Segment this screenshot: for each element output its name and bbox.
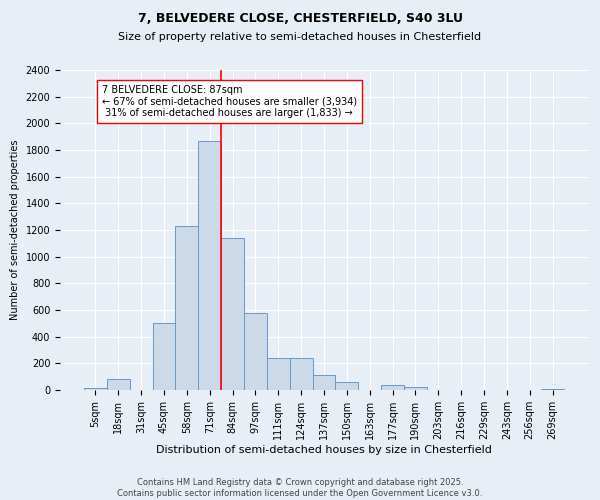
Bar: [84, 388, 107, 390]
Bar: [290, 358, 313, 390]
X-axis label: Distribution of semi-detached houses by size in Chesterfield: Distribution of semi-detached houses by …: [156, 444, 492, 454]
Bar: [152, 324, 175, 390]
Bar: [107, 380, 130, 390]
Bar: [541, 388, 564, 390]
Bar: [175, 226, 198, 390]
Y-axis label: Number of semi-detached properties: Number of semi-detached properties: [10, 140, 20, 320]
Bar: [244, 312, 267, 390]
Text: Size of property relative to semi-detached houses in Chesterfield: Size of property relative to semi-detach…: [118, 32, 482, 42]
Text: 7, BELVEDERE CLOSE, CHESTERFIELD, S40 3LU: 7, BELVEDERE CLOSE, CHESTERFIELD, S40 3L…: [137, 12, 463, 26]
Bar: [267, 358, 290, 390]
Bar: [313, 376, 335, 390]
Bar: [381, 384, 404, 390]
Text: 7 BELVEDERE CLOSE: 87sqm
← 67% of semi-detached houses are smaller (3,934)
 31% : 7 BELVEDERE CLOSE: 87sqm ← 67% of semi-d…: [102, 84, 358, 118]
Bar: [221, 238, 244, 390]
Text: Contains HM Land Registry data © Crown copyright and database right 2025.
Contai: Contains HM Land Registry data © Crown c…: [118, 478, 482, 498]
Bar: [198, 140, 221, 390]
Bar: [404, 386, 427, 390]
Bar: [335, 382, 358, 390]
